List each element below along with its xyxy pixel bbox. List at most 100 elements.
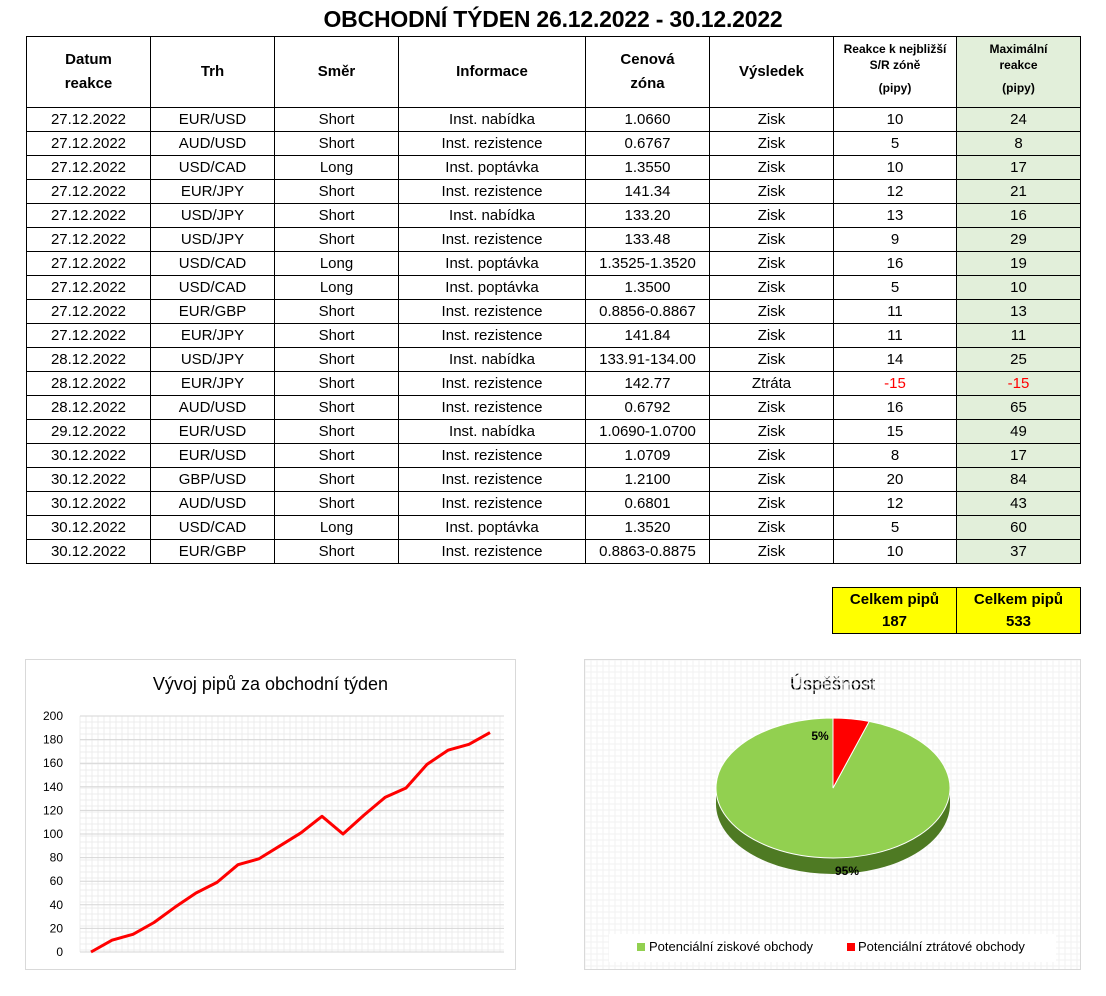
cell-info: Inst. rezistence	[398, 323, 586, 348]
cell-result: Zisk	[709, 539, 834, 564]
cell-result: Zisk	[709, 155, 834, 180]
cell-date: 28.12.2022	[26, 395, 151, 420]
pie-label-loss: 5%	[811, 729, 829, 743]
cell-direction: Short	[274, 299, 399, 324]
cell-market: USD/JPY	[150, 227, 275, 252]
cell-zone: 1.3500	[585, 275, 710, 300]
cell-info: Inst. rezistence	[398, 443, 586, 468]
cell-max-reaction: 29	[956, 227, 1081, 252]
cell-zone: 141.84	[585, 323, 710, 348]
cell-zone: 1.0660	[585, 107, 710, 132]
cell-info: Inst. nabídka	[398, 107, 586, 132]
cell-reaction: 10	[833, 155, 957, 180]
y-tick-label: 160	[43, 756, 63, 770]
cell-result: Zisk	[709, 491, 834, 516]
legend-swatch-profit	[637, 943, 645, 951]
cell-direction: Short	[274, 323, 399, 348]
col-header-reaction-line1: Reakce k nejbližší	[843, 42, 947, 56]
cell-market: EUR/GBP	[150, 539, 275, 564]
page-title: OBCHODNÍ TÝDEN 26.12.2022 - 30.12.2022	[323, 6, 783, 32]
table-body: 27.12.2022 EUR/USD Short Inst. nabídka 1.066…	[26, 107, 1081, 564]
cell-market: AUD/USD	[150, 131, 275, 156]
total-reaction-value: 187	[881, 613, 908, 630]
cell-max-reaction: 24	[956, 107, 1081, 132]
cell-market: EUR/JPY	[150, 371, 275, 396]
y-tick-label: 200	[43, 709, 63, 723]
cell-result: Zisk	[709, 419, 834, 444]
cell-reaction: 5	[833, 515, 957, 540]
cell-reaction: 9	[833, 227, 957, 252]
cell-date: 27.12.2022	[26, 107, 151, 132]
y-tick-label: 140	[43, 780, 63, 794]
pie-chart-panel[interactable]: Úspěšnost 95% 5% Potenciální ziskové obcho…	[584, 659, 1081, 970]
table-row: 30.12.2022 AUD/USD Short Inst. rezistence 0.…	[26, 491, 1081, 516]
cell-max-reaction: 11	[956, 323, 1081, 348]
cell-max-reaction: 37	[956, 539, 1081, 564]
cell-zone: 142.77	[585, 371, 710, 396]
cell-market: USD/CAD	[150, 155, 275, 180]
cell-zone: 0.8856-0.8867	[585, 299, 710, 324]
cell-reaction: 12	[833, 179, 957, 204]
cell-reaction: 11	[833, 323, 957, 348]
total-max-label: Celkem pipů	[973, 591, 1064, 608]
col-header-zone-line2: zóna	[630, 75, 665, 92]
cell-direction: Short	[274, 107, 399, 132]
cell-info: Inst. poptávka	[398, 515, 586, 540]
cell-info: Inst. rezistence	[398, 371, 586, 396]
table-row: 27.12.2022 USD/CAD Long Inst. poptávka 1.352…	[26, 251, 1081, 276]
line-chart-panel[interactable]: Vývoj pipů za obchodní týden 0 20 40 60 80 10…	[25, 659, 516, 970]
cell-max-reaction: 17	[956, 155, 1081, 180]
cell-reaction: 5	[833, 275, 957, 300]
cell-result: Zisk	[709, 323, 834, 348]
cell-max-reaction: 60	[956, 515, 1081, 540]
cell-reaction: 15	[833, 419, 957, 444]
cell-max-reaction: 17	[956, 443, 1081, 468]
table-row: 30.12.2022 GBP/USD Short Inst. rezistence 1.…	[26, 467, 1081, 492]
col-header-reaction-line2: S/R zóně	[869, 58, 921, 72]
cell-market: AUD/USD	[150, 395, 275, 420]
col-header-date-line2: reakce	[64, 75, 113, 92]
cell-market: USD/CAD	[150, 275, 275, 300]
cell-date: 30.12.2022	[26, 539, 151, 564]
y-tick-label: 100	[43, 827, 63, 841]
cell-market: EUR/JPY	[150, 179, 275, 204]
cell-result: Zisk	[709, 299, 834, 324]
cell-max-reaction: 49	[956, 419, 1081, 444]
cell-reaction: 16	[833, 251, 957, 276]
cell-result: Zisk	[709, 443, 834, 468]
cell-date: 27.12.2022	[26, 227, 151, 252]
table-row: 27.12.2022 AUD/USD Short Inst. rezistence 0.…	[26, 131, 1081, 156]
table-row: 29.12.2022 EUR/USD Short Inst. nabídka 1.069…	[26, 419, 1081, 444]
cell-date: 27.12.2022	[26, 323, 151, 348]
cell-date: 29.12.2022	[26, 419, 151, 444]
cell-info: Inst. nabídka	[398, 347, 586, 372]
cell-market: USD/JPY	[150, 203, 275, 228]
col-header-reaction-unit: (pipy)	[878, 81, 912, 95]
cell-zone: 0.6801	[585, 491, 710, 516]
cell-result: Zisk	[709, 515, 834, 540]
col-header-zone: Cenová zóna	[585, 36, 710, 108]
cell-date: 27.12.2022	[26, 131, 151, 156]
col-header-reaction: Reakce k nejbližší S/R zóně (pipy)	[833, 36, 957, 108]
col-header-max-unit: (pipy)	[1002, 81, 1035, 95]
pie-chart: 95% 5% Potenciální ziskové obchody Potenciá…	[585, 660, 1080, 969]
cell-date: 30.12.2022	[26, 467, 151, 492]
cell-market: EUR/USD	[150, 443, 275, 468]
cell-zone: 133.91-134.00	[585, 347, 710, 372]
cell-market: EUR/USD	[150, 107, 275, 132]
cell-date: 27.12.2022	[26, 275, 151, 300]
total-max-value: 533	[1005, 613, 1032, 630]
total-reaction-label: Celkem pipů	[849, 591, 940, 608]
cell-direction: Short	[274, 179, 399, 204]
cell-direction: Short	[274, 443, 399, 468]
cell-date: 28.12.2022	[26, 347, 151, 372]
cell-date: 28.12.2022	[26, 371, 151, 396]
cell-reaction: 5	[833, 131, 957, 156]
cell-info: Inst. nabídka	[398, 419, 586, 444]
cell-direction: Short	[274, 467, 399, 492]
cell-result: Zisk	[709, 179, 834, 204]
cell-market: EUR/GBP	[150, 299, 275, 324]
total-max-box: Celkem pipů 533	[956, 587, 1081, 634]
cell-zone: 1.3520	[585, 515, 710, 540]
col-header-info: Informace	[398, 36, 586, 108]
